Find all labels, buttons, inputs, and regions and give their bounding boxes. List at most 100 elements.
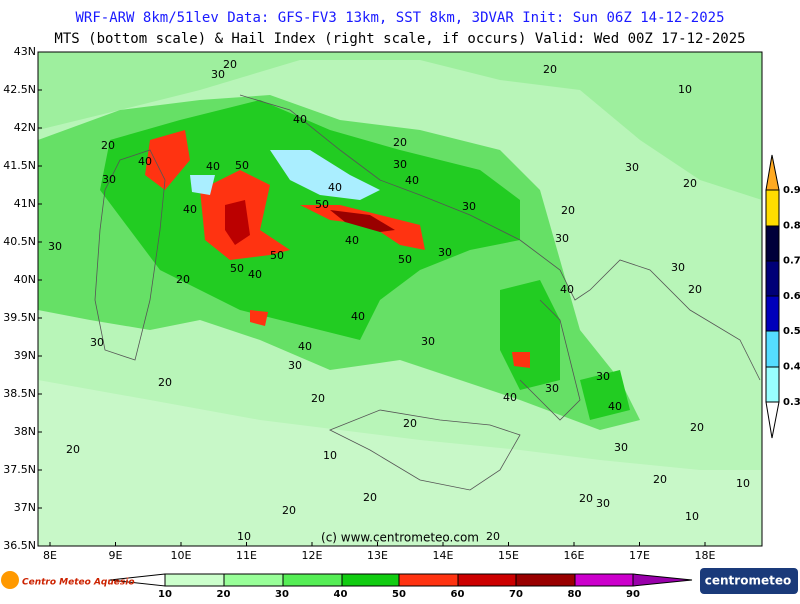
contour-label: 20 <box>543 63 557 76</box>
colorbar-label: 50 <box>392 589 406 600</box>
colorbar-label: 70 <box>509 589 523 600</box>
colorbar-label: 60 <box>451 589 465 600</box>
colorbar-label: 90 <box>626 589 640 600</box>
contour-label: 10 <box>237 530 251 543</box>
header-line2: MTS (bottom scale) & Hail Index (right s… <box>54 31 745 47</box>
contour-label: 20 <box>403 417 417 430</box>
header-line1: WRF-ARW 8km/51lev Data: GFS-FV3 13km, SS… <box>75 10 724 26</box>
lon-label: 16E <box>564 549 585 562</box>
contour-label: 30 <box>462 200 476 213</box>
contour-label: 50 <box>270 249 284 262</box>
contour-label: 20 <box>101 139 115 152</box>
contour-label: 40 <box>405 174 419 187</box>
contour-label: 20 <box>282 504 296 517</box>
lat-label: 41.5N <box>3 159 36 172</box>
logo-left-text: Centro Meteo Aquesio <box>22 578 135 588</box>
lon-label: 12E <box>302 549 323 562</box>
contour-label: 40 <box>293 113 307 126</box>
contour-label: 30 <box>211 68 225 81</box>
colorbar-boxes <box>109 573 693 587</box>
lon-label: 13E <box>367 549 388 562</box>
lat-label: 41N <box>14 197 36 210</box>
contour-label: 20 <box>688 283 702 296</box>
colorbar-label: 10 <box>158 589 172 600</box>
colorbar-label: 30 <box>275 589 289 600</box>
lat-label: 42N <box>14 121 36 134</box>
logo-right-text: centrometeo <box>705 574 791 588</box>
contour-label: 20 <box>223 58 237 71</box>
contour-label: 20 <box>311 392 325 405</box>
hail-scale-boxes <box>765 154 780 439</box>
contour-label: 40 <box>345 234 359 247</box>
logo-right-box <box>700 568 798 594</box>
lon-label: 9E <box>109 549 123 562</box>
contour-label: 40 <box>138 155 152 168</box>
contour-label: 30 <box>438 246 452 259</box>
contour-label: 50 <box>235 159 249 172</box>
lat-label: 40.5N <box>3 235 36 248</box>
map-frame <box>37 51 763 547</box>
contour-label: 20 <box>690 421 704 434</box>
lat-label: 43N <box>14 45 36 58</box>
lon-label: 10E <box>171 549 192 562</box>
contour-label: 20 <box>683 177 697 190</box>
contour-label: 30 <box>625 161 639 174</box>
contour-label: 40 <box>328 181 342 194</box>
contour-label: 40 <box>608 400 622 413</box>
contour-label: 30 <box>614 441 628 454</box>
contour-label: 30 <box>393 158 407 171</box>
map-field <box>38 52 762 546</box>
contour-label: 10 <box>685 510 699 523</box>
contour-label: 30 <box>288 359 302 372</box>
contour-label: 30 <box>90 336 104 349</box>
colorbar-label: 80 <box>568 589 582 600</box>
lat-label: 40N <box>14 273 36 286</box>
contour-label: 40 <box>183 203 197 216</box>
contour-label: 10 <box>323 449 337 462</box>
contour-label: 30 <box>596 497 610 510</box>
contour-label: 30 <box>421 335 435 348</box>
contour-label: 30 <box>545 382 559 395</box>
hail-scale-label: 0.7 <box>783 256 800 267</box>
lon-label: 14E <box>433 549 454 562</box>
contour-label: 40 <box>298 340 312 353</box>
contour-label: 20 <box>158 376 172 389</box>
lat-label: 37.5N <box>3 463 36 476</box>
contour-label: 40 <box>206 160 220 173</box>
contour-label: 50 <box>230 262 244 275</box>
hail-scale-label: 0.6 <box>783 291 800 302</box>
contour-label: 30 <box>596 370 610 383</box>
lat-label: 39N <box>14 349 36 362</box>
contour-label: 20 <box>176 273 190 286</box>
contour-label: 20 <box>66 443 80 456</box>
lon-label: 11E <box>236 549 257 562</box>
lon-label: 15E <box>498 549 519 562</box>
contour-label: 20 <box>653 473 667 486</box>
contour-label: 20 <box>486 530 500 543</box>
hail-scale-label: 0.5 <box>783 326 800 337</box>
lon-label: 8E <box>43 549 57 562</box>
lat-label: 38N <box>14 425 36 438</box>
contour-label: 40 <box>503 391 517 404</box>
hail-scale-label: 0.8 <box>783 220 800 231</box>
colorbar-label: 20 <box>217 589 231 600</box>
hail-scale-label: 0.9 <box>783 185 800 196</box>
contour-label: 10 <box>678 83 692 96</box>
contour-label: 20 <box>579 492 593 505</box>
contour-label: 30 <box>671 261 685 274</box>
copyright: (c) www.centrometeo.com <box>321 531 479 545</box>
lat-label: 37N <box>14 501 36 514</box>
contour-label: 50 <box>315 198 329 211</box>
lat-label: 38.5N <box>3 387 36 400</box>
lat-label: 42.5N <box>3 83 36 96</box>
colorbar-label: 40 <box>334 589 348 600</box>
contour-label: 40 <box>560 283 574 296</box>
hail-scale-label: 0.4 <box>783 362 800 373</box>
contour-label: 20 <box>393 136 407 149</box>
contour-label: 20 <box>561 204 575 217</box>
contour-label: 40 <box>351 310 365 323</box>
contour-label: 40 <box>248 268 262 281</box>
contour-label: 20 <box>363 491 377 504</box>
contour-label: 30 <box>555 232 569 245</box>
contour-label: 50 <box>398 253 412 266</box>
